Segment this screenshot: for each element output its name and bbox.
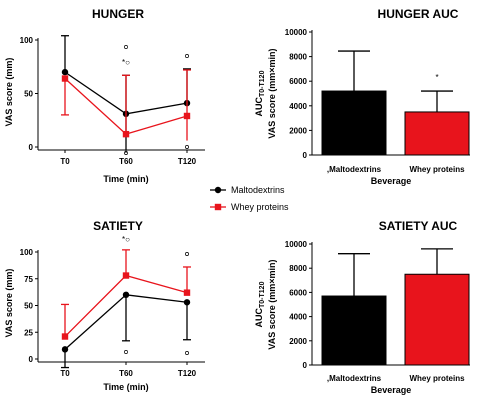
panel2-ylabel: VAS score (mm) [4,269,14,338]
panel1-xtick-label: ,Maltodextrins [327,165,382,174]
legend-marker-square [214,203,222,211]
panel2-hollow-dot [185,252,189,256]
panel0-xtick-label: T60 [119,157,133,166]
legend-label-1: Whey proteins [231,202,289,212]
panel3-xlabel: Beverage [371,385,412,395]
panel0-xtick-label: T0 [60,157,70,166]
panel2-title: SATIETY [93,219,143,233]
panel2-xtick-label: T120 [178,369,197,378]
panel1-ytick-label: 10000 [285,28,308,37]
panel1-ylabel-auc-main: AUC [254,96,264,116]
panel2-significance-mark: *○ [122,235,130,244]
panel2-point-whey-proteins [122,272,130,279]
panel2-ytick-label: 25 [24,328,33,337]
panel0-title: HUNGER [92,7,144,21]
panel1-bar [404,111,470,156]
panel1-ytick-label: 2000 [289,126,307,135]
panel2-xtick-label: T0 [60,369,70,378]
legend-marker-circle [214,186,222,194]
panel2-xlabel: Time (min) [103,382,148,392]
panel0-ytick-label: 100 [20,36,34,45]
panel2-ytick-label: 100 [20,248,34,257]
panel2-ytick-label: 75 [24,275,33,284]
panel3-xtick-label: ,Maltodextrins [327,374,382,383]
panel0-point-maltodextrins [61,68,69,76]
panel0-xtick-label: T120 [178,157,197,166]
panel0-significance-mark: *○ [122,58,130,67]
panel3-ytick-label: 8000 [289,264,307,273]
panel2-point-maltodextrins [183,299,191,306]
panel0-ytick-label: 0 [29,143,34,152]
panel1-ylabel-units: VAS score (mm×min) [267,48,277,138]
panel1-ytick-label: 6000 [289,77,307,86]
panel2-point-whey-proteins [61,333,69,340]
panel0-ytick-label: 50 [24,90,33,99]
panel2-ytick-label: 0 [29,355,34,364]
panel0-hollow-dot [185,54,189,58]
panel3-ylabel-auc-subscript: T0-T120 [259,281,266,308]
panel3-xtick-label: Whey proteins [409,374,465,383]
panel3-ytick-label: 10000 [285,240,308,249]
panel1-ylabel-auc-subscript: T0-T120 [259,70,266,97]
panel0-point-whey-proteins [122,130,130,138]
panel1-significance-mark: * [435,73,438,82]
panel1-xtick-label: Whey proteins [409,165,465,174]
panel2-ytick-label: 50 [24,302,33,311]
panel2-point-maltodextrins [122,291,130,298]
panel1-ylabel-auc: AUCT0-T120 [254,70,266,116]
panel3-title: SATIETY AUC [379,219,458,233]
panel1-ytick-label: 8000 [289,53,307,62]
panel2-hollow-dot [124,350,128,354]
panel3-ylabel-units: VAS score (mm×min) [267,259,277,349]
panel1-ytick-label: 0 [303,151,308,160]
panel3-bar [321,295,387,366]
panel3-ylabel-auc-main: AUC [254,307,264,327]
panel3-ylabel-auc: AUCT0-T120 [254,281,266,327]
panel0-hollow-dot [124,45,128,49]
panel0-xlabel: Time (min) [103,174,148,184]
panel2-xtick-label: T60 [119,369,133,378]
panel0-hollow-dot [185,145,189,149]
panel0-point-whey-proteins [183,112,191,120]
panel3-ytick-label: 6000 [289,288,307,297]
panel2-point-whey-proteins [183,289,191,296]
panel1-bar [321,90,387,156]
panel3-ytick-label: 4000 [289,313,307,322]
panel3-ytick-label: 2000 [289,337,307,346]
panel0-point-whey-proteins [61,75,69,82]
panel1-xlabel: Beverage [371,176,412,186]
legend-label-0: Maltodextrins [231,185,285,195]
panel2-point-maltodextrins [61,346,69,353]
panel1-title: HUNGER AUC [378,7,459,21]
panel3-bar [404,273,470,366]
panel1-ytick-label: 4000 [289,102,307,111]
panel0-ylabel: VAS score (mm) [4,58,14,127]
panel0-hollow-dot [124,151,128,155]
panel3-ytick-label: 0 [303,361,308,370]
panel2-hollow-dot [185,351,189,355]
